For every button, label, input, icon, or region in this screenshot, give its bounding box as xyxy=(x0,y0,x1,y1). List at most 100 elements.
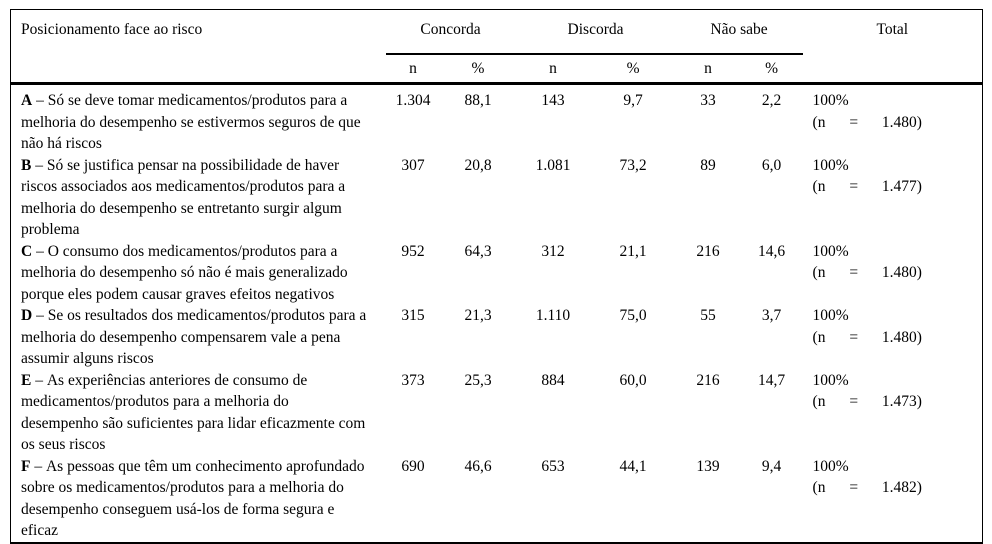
total-n: (n = 1.473) xyxy=(812,393,922,410)
nao-sabe-pct-value: 6,0 xyxy=(761,156,782,174)
dash-separator: – xyxy=(32,92,48,109)
table-body: A – Só se deve tomar medicamentos/produt… xyxy=(11,84,983,543)
statement-text: O consumo dos medicamentos/produtos para… xyxy=(21,242,348,303)
column-header-nao-sabe: Não sabe xyxy=(675,9,803,55)
nao-sabe-n-value: 139 xyxy=(696,457,720,475)
column-header-total: Total xyxy=(802,9,983,85)
table-header: Posicionamento face ao risco Concorda Di… xyxy=(10,9,983,85)
nao-sabe-pct-value: 14,6 xyxy=(757,242,786,260)
table-row-c: C – O consumo dos medicamentos/produtos … xyxy=(11,241,983,306)
total-cell: 100% (n = 1.480) xyxy=(803,241,983,306)
total-cell: 100% (n = 1.473) xyxy=(803,370,983,456)
total-percent: 100% xyxy=(812,371,849,389)
subheader-nao-sabe-pct: % xyxy=(740,54,803,85)
nao-sabe-n-value: 33 xyxy=(700,92,716,109)
statement-text: As pessoas que têm um conhecimento aprof… xyxy=(21,457,365,540)
nao-sabe-n-value: 216 xyxy=(696,242,720,260)
statement-letter: E xyxy=(21,371,32,389)
total-n: (n = 1.477) xyxy=(812,178,922,195)
risk-positioning-table-container: Posicionamento face ao risco Concorda Di… xyxy=(10,9,984,544)
header-group-row: Posicionamento face ao risco Concorda Di… xyxy=(10,9,983,85)
total-percent: 100% xyxy=(812,307,849,324)
risk-positioning-table: Posicionamento face ao risco Concorda Di… xyxy=(10,9,984,544)
dash-separator: – xyxy=(31,371,47,389)
subheader-discorda-n: n xyxy=(515,54,591,85)
statement-letter: F xyxy=(21,457,31,475)
concorda-n-value: 373 xyxy=(401,371,425,389)
total-percent: 100% xyxy=(812,156,849,174)
column-header-posicionamento: Posicionamento face ao risco xyxy=(10,9,386,85)
statement-letter: A xyxy=(21,92,33,109)
concorda-n-value: 952 xyxy=(401,242,425,260)
nao-sabe-pct-value: 14,7 xyxy=(757,371,786,389)
table-row-f: F – As pessoas que têm um conhecimento a… xyxy=(11,456,983,543)
total-n: (n = 1.480) xyxy=(812,328,922,346)
concorda-n-value: 1.304 xyxy=(395,92,431,109)
total-cell: 100% (n = 1.482) xyxy=(803,456,983,543)
dash-separator: – xyxy=(32,307,48,324)
statement-text: Só se justifica pensar na possibilidade … xyxy=(21,156,346,239)
discorda-pct-value: 60,0 xyxy=(619,371,647,389)
table-row-b: B – Só se justifica pensar na possibilid… xyxy=(11,155,983,241)
total-cell: 100% (n = 1.477) xyxy=(803,155,983,241)
discorda-n-value: 884 xyxy=(541,371,565,389)
statement-cell: F – As pessoas que têm um conhecimento a… xyxy=(11,456,386,543)
table-row-a: A – Só se deve tomar medicamentos/produt… xyxy=(11,84,983,155)
nao-sabe-n-value: 216 xyxy=(696,371,720,389)
column-header-discorda: Discorda xyxy=(515,9,676,55)
header-subrow: n % n % n % xyxy=(11,54,983,85)
discorda-pct-value: 9,7 xyxy=(623,92,643,109)
discorda-n-value: 1.110 xyxy=(535,307,571,324)
discorda-pct-value: 73,2 xyxy=(619,156,647,174)
concorda-pct-value: 21,3 xyxy=(464,307,492,324)
statement-cell: C – O consumo dos medicamentos/produtos … xyxy=(11,241,386,306)
total-percent: 100% xyxy=(812,92,849,109)
total-cell: 100% (n = 1.480) xyxy=(803,84,983,155)
dash-separator: – xyxy=(30,457,46,475)
subheader-discorda-pct: % xyxy=(590,54,676,85)
concorda-pct-value: 25,3 xyxy=(464,371,492,389)
dash-separator: – xyxy=(32,242,48,260)
concorda-pct-value: 46,6 xyxy=(464,457,492,475)
concorda-pct-value: 88,1 xyxy=(464,92,492,109)
discorda-n-value: 1.081 xyxy=(535,156,571,174)
concorda-n-value: 315 xyxy=(401,307,425,324)
total-n: (n = 1.482) xyxy=(812,479,922,496)
statement-cell: B – Só se justifica pensar na possibilid… xyxy=(11,155,386,241)
total-cell: 100% (n = 1.480) xyxy=(803,305,983,370)
discorda-pct-value: 21,1 xyxy=(619,242,647,260)
subheader-concorda-pct: % xyxy=(440,54,516,85)
statement-text: Se os resultados dos medicamentos/produt… xyxy=(21,307,367,367)
statement-letter: B xyxy=(21,156,32,174)
column-header-concorda: Concorda xyxy=(385,9,516,55)
statement-cell: E – As experiências anteriores de consum… xyxy=(11,370,386,456)
statement-letter: C xyxy=(21,242,33,260)
table-row-d: D – Se os resultados dos medicamentos/pr… xyxy=(11,305,983,370)
statement-text: As experiências anteriores de consumo de… xyxy=(21,371,366,454)
concorda-pct-value: 20,8 xyxy=(464,156,492,174)
dash-separator: – xyxy=(31,156,47,174)
discorda-n-value: 312 xyxy=(541,242,565,260)
nao-sabe-pct-value: 2,2 xyxy=(761,92,782,109)
concorda-pct-value: 64,3 xyxy=(464,242,492,260)
total-n: (n = 1.480) xyxy=(812,264,922,281)
statement-letter: D xyxy=(21,307,33,324)
concorda-n-value: 690 xyxy=(401,457,425,475)
subheader-nao-sabe-n: n xyxy=(675,54,741,85)
statement-cell: D – Se os resultados dos medicamentos/pr… xyxy=(11,305,386,370)
nao-sabe-pct-value: 9,4 xyxy=(761,457,782,475)
total-percent: 100% xyxy=(812,242,849,260)
concorda-n-value: 307 xyxy=(401,156,425,174)
discorda-pct-value: 44,1 xyxy=(619,457,647,475)
total-percent: 100% xyxy=(812,457,849,475)
discorda-n-value: 653 xyxy=(541,457,565,475)
discorda-n-value: 143 xyxy=(541,92,565,109)
table-row-e: E – As experiências anteriores de consum… xyxy=(11,370,983,456)
total-n: (n = 1.480) xyxy=(812,113,922,131)
discorda-pct-value: 75,0 xyxy=(619,307,647,324)
nao-sabe-n-value: 89 xyxy=(700,156,716,174)
nao-sabe-pct-value: 3,7 xyxy=(761,307,782,324)
statement-text: Só se deve tomar medicamentos/produtos p… xyxy=(21,92,361,152)
nao-sabe-n-value: 55 xyxy=(700,307,716,324)
subheader-concorda-n: n xyxy=(385,54,441,85)
